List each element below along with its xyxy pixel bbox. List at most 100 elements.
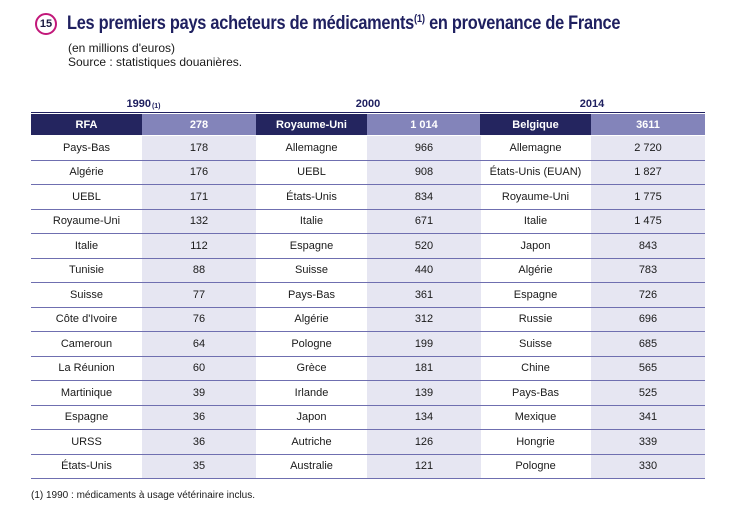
country-cell: Tunisie [68, 264, 105, 277]
value-cell: 1 475 [591, 209, 705, 233]
table-row: Russie 696 [480, 307, 705, 332]
unit-note: (en millions d'euros) [68, 41, 175, 55]
country-cell: Côte d'Ivoire [55, 313, 118, 326]
value-cell: 783 [591, 258, 705, 282]
value-cell: 178 [142, 136, 256, 160]
year-header: 2000 [256, 95, 481, 113]
value-cell: 1 775 [591, 185, 705, 209]
value-cell: 171 [142, 185, 256, 209]
table-row: Algérie 783 [480, 258, 705, 283]
table-2014: 2014 Belgique 3611 Allemagne 2 720 États-Unis… [480, 95, 705, 479]
table-row: Hongrie 339 [480, 430, 705, 455]
country-cell: Allemagne [509, 141, 562, 154]
value-cell: 176 [142, 160, 256, 184]
country-cell: Japon [296, 411, 327, 424]
value-cell: 2 720 [591, 136, 705, 160]
table-row: Espagne 520 [256, 234, 481, 259]
table-row: Italie 1 475 [480, 209, 705, 234]
value-cell: 36 [142, 430, 256, 454]
country-cell: Espagne [64, 411, 109, 424]
table-row: Irlande 139 [256, 381, 481, 406]
value-cell: 671 [367, 209, 481, 233]
value-cell: 139 [367, 381, 481, 405]
value-cell: 134 [367, 405, 481, 429]
figure-number-badge: 15 [35, 13, 57, 35]
value-cell: 64 [142, 332, 256, 356]
country-cell: UEBL [297, 166, 326, 179]
country-cell: Pays-Bas [62, 141, 111, 154]
country-cell: Pologne [291, 337, 332, 350]
top-country-cell: Royaume-Uni [256, 114, 367, 135]
table-row: Japon 134 [256, 405, 481, 430]
title-rest: en provenance de France [424, 13, 621, 34]
value-cell: 35 [142, 454, 256, 478]
country-cell: États-Unis [61, 460, 112, 473]
title-main: Les premiers pays acheteurs de médicamen… [67, 13, 415, 34]
country-cell: Suisse [69, 288, 104, 301]
value-cell: 843 [591, 234, 705, 258]
table-row: États-Unis 35 [31, 454, 256, 479]
value-cell: 341 [591, 405, 705, 429]
value-cell: 565 [591, 356, 705, 380]
table-row: Suisse 440 [256, 258, 481, 283]
table-row: Grèce 181 [256, 356, 481, 381]
year-label: 1990 [126, 98, 151, 110]
country-cell: Pays-Bas [511, 386, 560, 399]
table-row: Espagne 36 [31, 405, 256, 430]
country-cell: Espagne [289, 239, 334, 252]
source-note: Source : statistiques douanières. [68, 55, 243, 69]
table-row: Italie 112 [31, 234, 256, 259]
table-row: Chine 565 [480, 356, 705, 381]
table-row: Allemagne 966 [256, 136, 481, 161]
country-cell: Autriche [291, 435, 332, 448]
table-2000: 2000 Royaume-Uni 1 014 Allemagne 966 UEBL 908 É… [256, 95, 481, 479]
top-value-cell: 1 014 [367, 114, 481, 135]
value-cell: 312 [367, 307, 481, 331]
top-value-cell: 278 [142, 114, 256, 135]
value-cell: 525 [591, 381, 705, 405]
subtitle: (en millions d'euros) Source : statistiq… [68, 41, 242, 69]
table-row: Côte d'Ivoire 76 [31, 307, 256, 332]
value-cell: 121 [367, 454, 481, 478]
country-cell: États-Unis [286, 190, 337, 203]
country-cell: Japon [520, 239, 551, 252]
table-1990: 1990 (1) RFA 278 Pays-Bas 178 Algérie 176 UEBL 17… [31, 95, 256, 479]
value-cell: 440 [367, 258, 481, 282]
table-row: Pologne 199 [256, 332, 481, 357]
table-row: Pays-Bas 361 [256, 283, 481, 308]
top-country-cell: Belgique [480, 114, 591, 135]
country-cell: Irlande [294, 386, 329, 399]
table-row: Algérie 312 [256, 307, 481, 332]
table-row: États-Unis 834 [256, 185, 481, 210]
country-cell: Suisse [518, 337, 553, 350]
table-row: Algérie 176 [31, 160, 256, 185]
country-cell: Cameroun [60, 337, 113, 350]
value-cell: 132 [142, 209, 256, 233]
country-cell: Grèce [296, 362, 327, 375]
value-cell: 966 [367, 136, 481, 160]
year-label: 2014 [579, 98, 605, 110]
year-footnote-mark: (1) [151, 103, 161, 110]
value-cell: 361 [367, 283, 481, 307]
table-row: Allemagne 2 720 [480, 136, 705, 161]
value-cell: 520 [367, 234, 481, 258]
country-cell: Chine [521, 362, 550, 375]
table-row: Cameroun 64 [31, 332, 256, 357]
country-cell: Royaume-Uni [52, 215, 121, 228]
table-row: Pologne 330 [480, 454, 705, 479]
value-cell: 181 [367, 356, 481, 380]
country-cell: Russie [518, 313, 553, 326]
value-cell: 112 [142, 234, 256, 258]
page-title: Les premiers pays acheteurs de médicamen… [67, 13, 620, 35]
country-cell: Hongrie [516, 435, 555, 448]
table-row: Royaume-Uni 132 [31, 209, 256, 234]
country-cell: Martinique [60, 386, 113, 399]
table-row: UEBL 908 [256, 160, 481, 185]
table-row: La Réunion 60 [31, 356, 256, 381]
table-row: Martinique 39 [31, 381, 256, 406]
value-cell: 1 827 [591, 160, 705, 184]
country-cell: URSS [71, 435, 102, 448]
country-cell: Algérie [294, 313, 329, 326]
country-cell: Algérie [518, 264, 553, 277]
value-cell: 77 [142, 283, 256, 307]
